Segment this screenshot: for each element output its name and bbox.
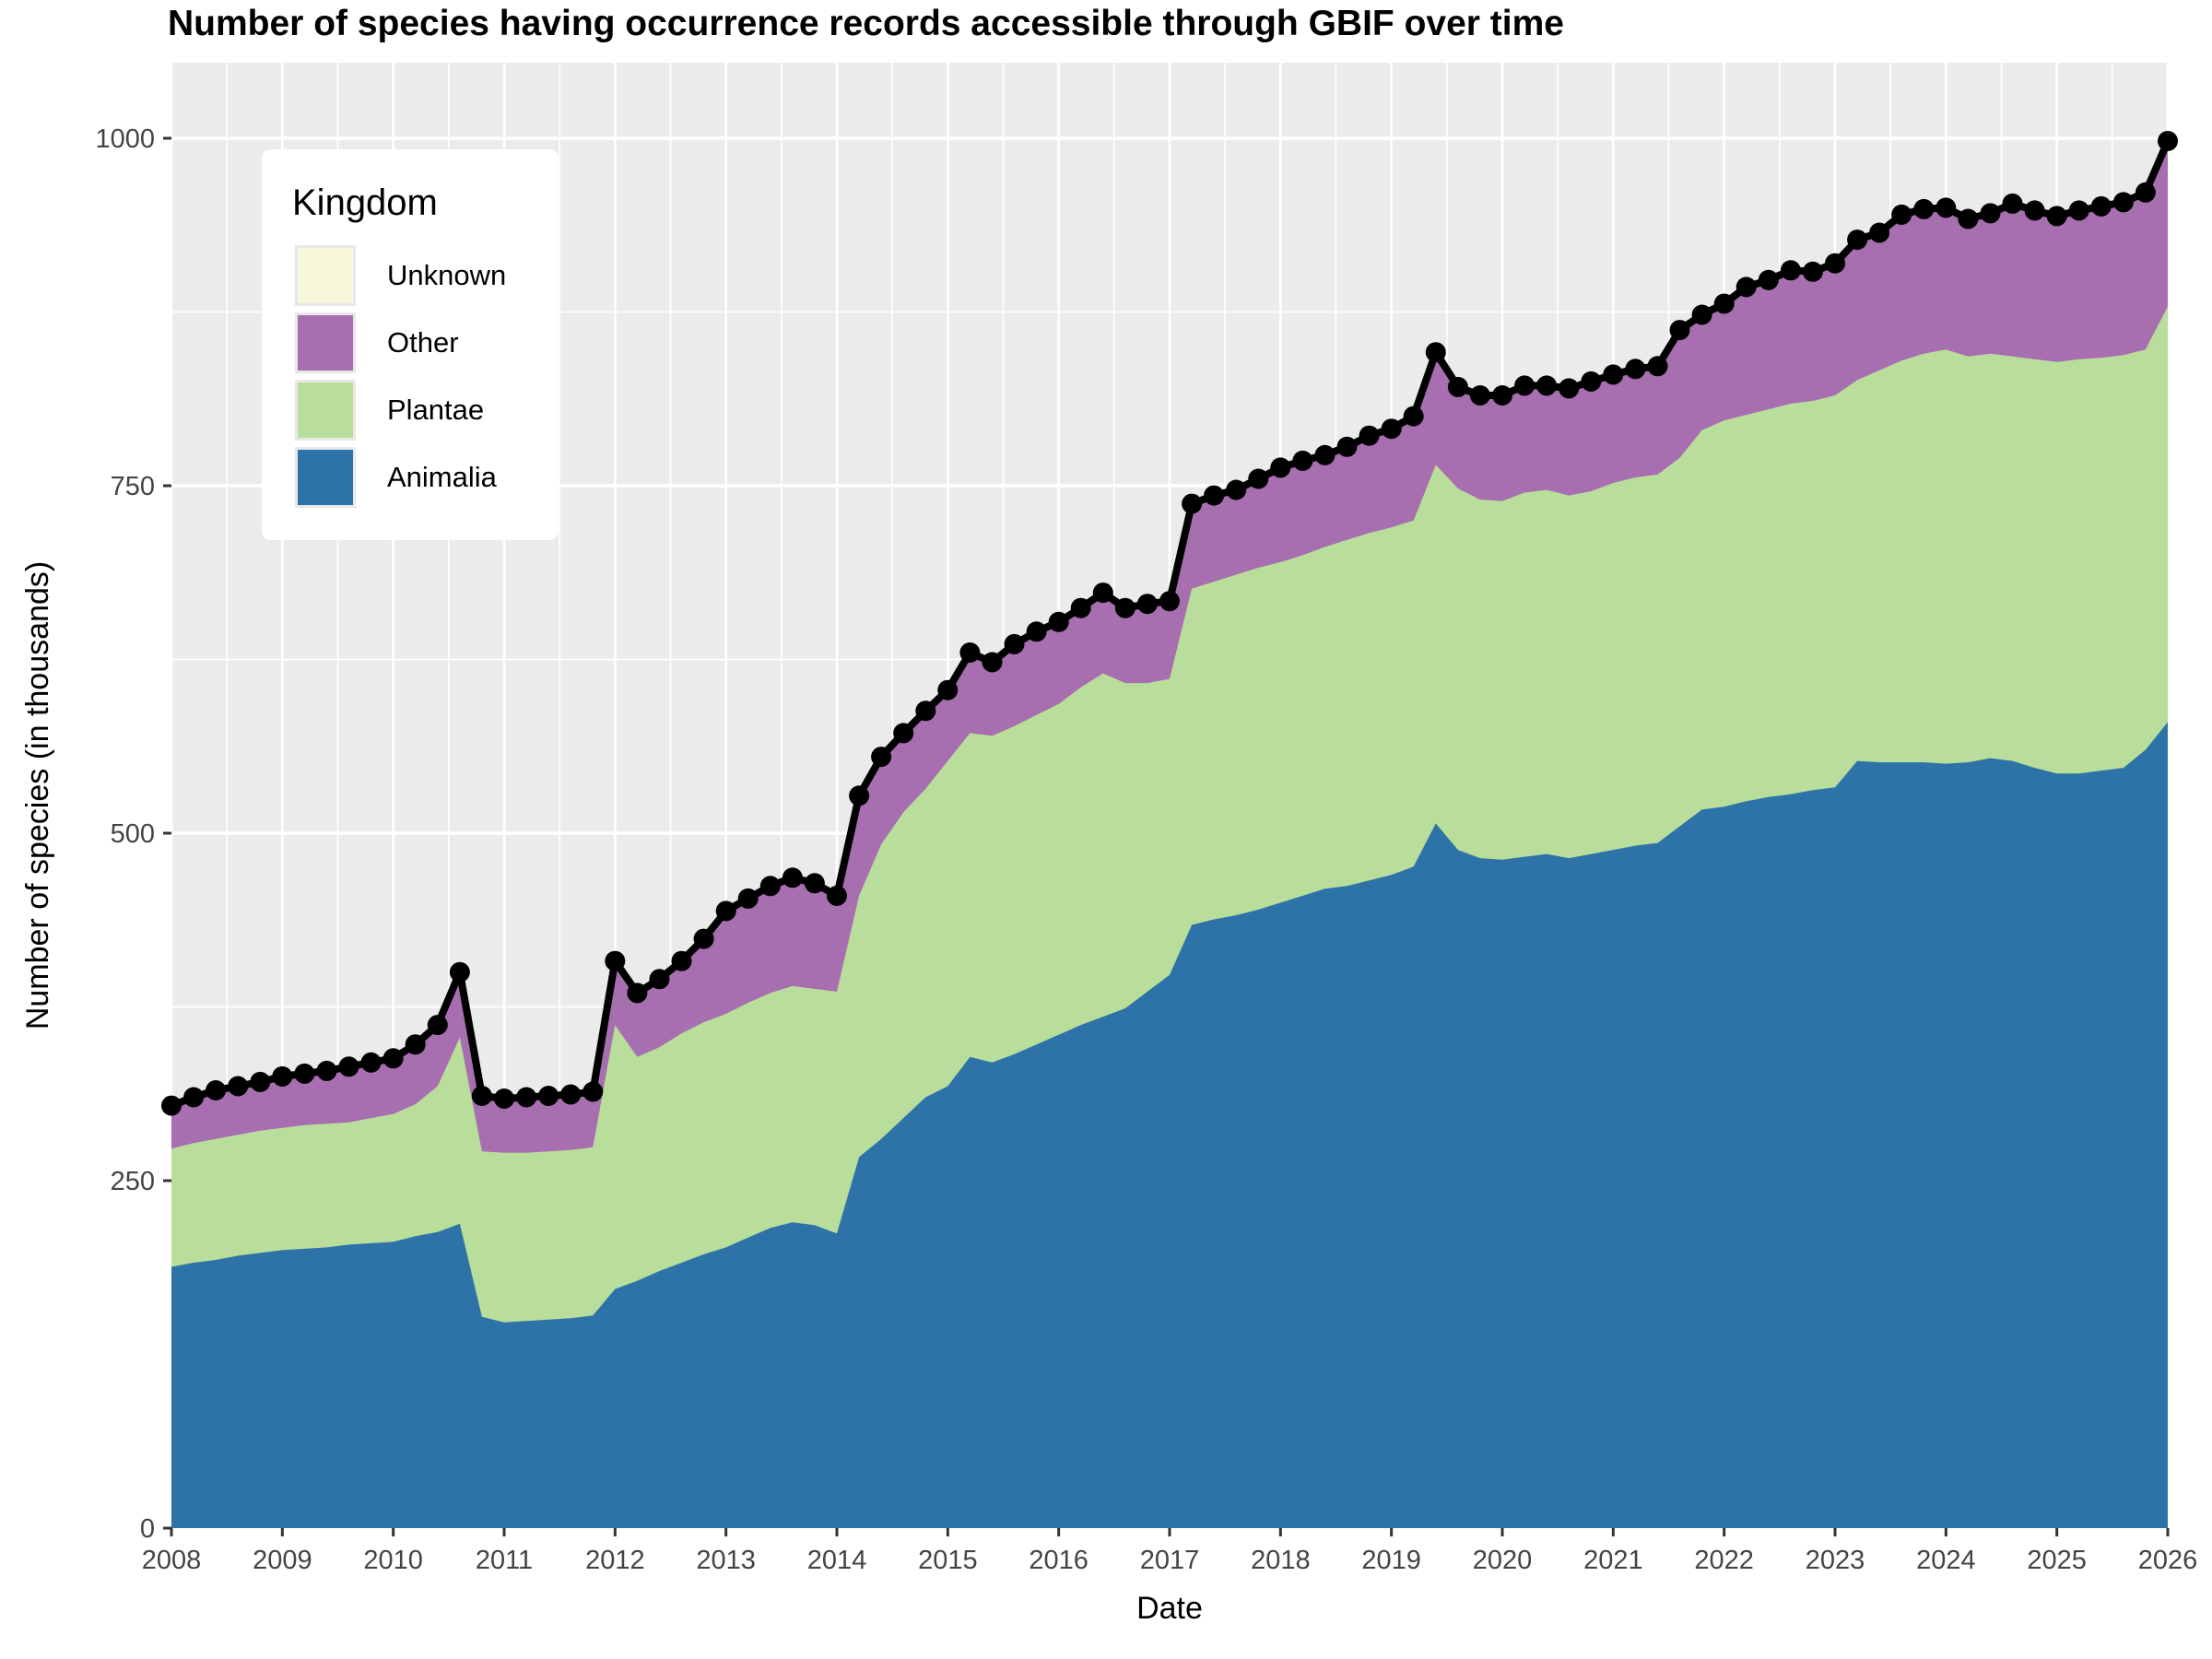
x-tick-label: 2010 — [363, 1546, 423, 1575]
legend: Kingdom Unknown Other Plantae Animalia — [262, 149, 559, 540]
legend-label: Animalia — [387, 461, 497, 493]
x-tick-label: 2017 — [1140, 1546, 1200, 1575]
x-tick-label: 2022 — [1694, 1546, 1754, 1575]
x-tick-label: 2024 — [1916, 1546, 1976, 1575]
other-swatch-icon — [298, 315, 353, 371]
animalia-swatch-icon — [298, 450, 353, 505]
x-tick-label: 2019 — [1361, 1546, 1421, 1575]
x-tick-label: 2015 — [918, 1546, 978, 1575]
unknown-swatch-icon — [298, 248, 353, 303]
x-tick-label: 2025 — [2027, 1546, 2087, 1575]
y-tick-label: 0 — [140, 1514, 155, 1544]
legend-item-unknown: Unknown — [295, 245, 506, 306]
x-tick-label: 2012 — [585, 1546, 645, 1575]
x-tick-label: 2016 — [1029, 1546, 1088, 1575]
y-axis-title: Number of species (in thousands) — [20, 560, 55, 1030]
x-tick-label: 2011 — [476, 1546, 533, 1575]
legend-key-icon — [295, 312, 356, 373]
x-tick-label: 2021 — [1583, 1546, 1643, 1575]
legend-key-icon — [295, 447, 356, 508]
legend-label: Plantae — [387, 394, 485, 426]
y-tick-label: 1000 — [95, 124, 155, 154]
page-title: Number of species having occurrence reco… — [168, 4, 1564, 43]
plantae-swatch-icon — [298, 382, 353, 438]
x-tick-label: 2026 — [2138, 1546, 2198, 1575]
axis-ticks — [163, 136, 2170, 1536]
axis-tick-labels: 0 250 500 750 1000 2008 2009 2010 2011 2012 2013 20… — [95, 124, 2197, 1575]
y-tick-label: 750 — [111, 472, 155, 501]
legend-item-plantae: Plantae — [295, 380, 506, 441]
x-tick-label: 2009 — [253, 1546, 312, 1575]
y-tick-label: 500 — [111, 819, 155, 849]
x-tick-label: 2013 — [696, 1546, 756, 1575]
legend-title: Kingdom — [292, 182, 438, 223]
legend-item-animalia: Animalia — [295, 447, 506, 508]
legend-item-other: Other — [295, 312, 506, 373]
y-tick-label: 250 — [111, 1167, 155, 1196]
x-tick-label: 2020 — [1473, 1546, 1533, 1575]
legend-items: Unknown Other Plantae Animalia — [295, 245, 506, 514]
x-tick-label: 2014 — [807, 1546, 867, 1575]
x-tick-label: 2008 — [142, 1546, 202, 1575]
total-line-points — [161, 131, 2178, 1116]
stacked-areas — [171, 141, 2168, 1528]
legend-label: Other — [387, 326, 459, 359]
legend-key-icon — [295, 245, 356, 306]
x-axis-title: Date — [1136, 1591, 1203, 1626]
legend-key-icon — [295, 380, 356, 441]
legend-label: Unknown — [387, 259, 507, 291]
area-animalia — [171, 722, 2168, 1528]
x-tick-label: 2018 — [1251, 1546, 1311, 1575]
x-tick-label: 2023 — [1806, 1546, 1865, 1575]
